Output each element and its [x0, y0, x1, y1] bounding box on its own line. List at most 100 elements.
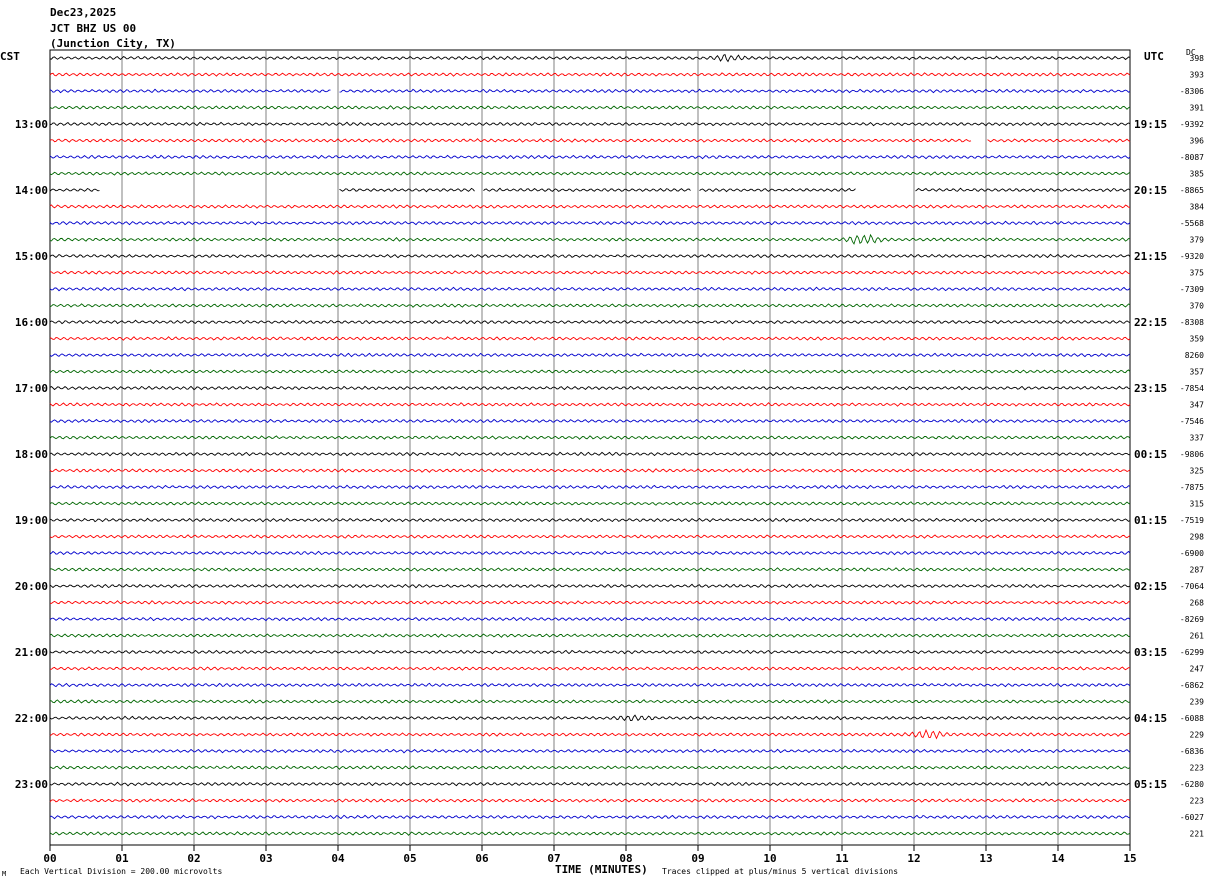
dc-value-row-6: -8087 [1180, 153, 1204, 162]
dc-value-row-13: 375 [1190, 269, 1205, 278]
x-tick-label-0: 00 [43, 852, 56, 865]
dc-value-row-31: 287 [1190, 566, 1205, 575]
dc-value-row-32: -7064 [1180, 582, 1204, 591]
trace-row-2 [49, 88, 1131, 94]
trace-row-25 [49, 468, 1131, 473]
dc-value-row-12: -9320 [1180, 252, 1204, 261]
trace-row-11 [49, 233, 1131, 245]
trace-row-27 [49, 501, 1131, 506]
dc-value-row-23: 337 [1190, 434, 1205, 443]
trace-row-5 [49, 138, 1131, 143]
left-hour-label-2: 15:00 [15, 250, 48, 263]
dc-value-row-45: 223 [1190, 797, 1205, 806]
dc-value-row-8: -8865 [1180, 186, 1204, 195]
trace-row-18 [49, 352, 1131, 358]
dc-value-row-24: -9806 [1180, 450, 1204, 459]
trace-row-1 [49, 72, 1131, 77]
dc-value-row-29: 298 [1190, 533, 1205, 542]
dc-value-row-1: 393 [1190, 71, 1205, 80]
trace-row-22 [49, 418, 1131, 424]
dc-value-row-11: 379 [1190, 236, 1205, 245]
trace-row-47 [49, 831, 1131, 836]
trace-row-39 [49, 699, 1131, 704]
footnote-mark: M [2, 870, 7, 878]
dc-value-row-38: -6862 [1180, 681, 1204, 690]
trace-row-43 [49, 765, 1131, 770]
plot-frame [49, 49, 1131, 846]
left-hour-label-5: 18:00 [15, 448, 48, 461]
trace-row-31 [49, 567, 1131, 572]
dc-value-row-37: 247 [1190, 665, 1205, 674]
right-timezone-label: UTC [1144, 50, 1164, 63]
trace-row-3 [49, 105, 1131, 110]
x-tick-label-15: 15 [1123, 852, 1136, 865]
x-tick-label-12: 12 [907, 852, 920, 865]
trace-row-44 [49, 781, 1131, 787]
trace-row-13 [49, 270, 1131, 275]
trace-row-26 [49, 484, 1131, 490]
x-tick-label-1: 01 [115, 852, 129, 865]
chart-date: Dec23,2025 [50, 6, 117, 19]
left-hour-label-8: 21:00 [15, 646, 48, 659]
dc-value-row-35: 261 [1190, 632, 1205, 641]
dc-value-row-44: -6280 [1180, 780, 1204, 789]
dc-value-row-7: 385 [1190, 170, 1205, 179]
dc-value-row-10: -5568 [1180, 219, 1204, 228]
x-tick-label-11: 11 [835, 852, 849, 865]
dc-value-row-17: 359 [1190, 335, 1205, 344]
left-hour-label-10: 23:00 [15, 778, 48, 791]
x-tick-label-8: 08 [619, 852, 632, 865]
dc-value-row-9: 384 [1190, 203, 1205, 212]
trace-row-28 [49, 517, 1131, 523]
trace-row-19 [49, 369, 1131, 374]
trace-row-20 [49, 385, 1131, 391]
trace-row-9 [49, 204, 1130, 209]
trace-row-35 [49, 633, 1131, 638]
trace-row-7 [49, 171, 1131, 176]
vertical-division-note: Each Vertical Division = 200.00 microvol… [20, 867, 223, 876]
x-tick-label-5: 05 [403, 852, 416, 865]
left-hour-label-4: 17:00 [15, 382, 48, 395]
dc-value-row-5: 396 [1190, 137, 1205, 146]
dc-value-row-46: -6027 [1180, 813, 1204, 822]
right-hour-label-9: 04:15 [1134, 712, 1167, 725]
clipping-note: Traces clipped at plus/minus 5 vertical … [662, 867, 899, 876]
left-hour-label-1: 14:00 [15, 184, 48, 197]
dc-value-row-4: -9392 [1180, 120, 1204, 129]
trace-row-40 [49, 714, 1131, 722]
trace-row-21 [49, 402, 1131, 407]
dc-value-row-22: -7546 [1180, 417, 1204, 426]
trace-row-37 [49, 666, 1130, 671]
dc-value-row-0: 398 [1190, 54, 1205, 63]
trace-row-32 [49, 583, 1131, 589]
x-tick-label-10: 10 [763, 852, 776, 865]
chart-header: Dec23,2025 JCT BHZ US 00 (Junction City,… [50, 5, 176, 52]
dc-value-row-3: 391 [1190, 104, 1205, 113]
x-tick-label-9: 09 [691, 852, 704, 865]
x-tick-label-3: 03 [259, 852, 272, 865]
trace-row-42 [49, 748, 1131, 754]
trace-row-33 [49, 600, 1131, 605]
right-hour-label-4: 23:15 [1134, 382, 1167, 395]
right-hour-label-7: 02:15 [1134, 580, 1167, 593]
dc-value-row-25: 325 [1190, 467, 1205, 476]
dc-value-row-42: -6836 [1180, 747, 1204, 756]
x-tick-label-13: 13 [979, 852, 992, 865]
trace-row-12 [49, 253, 1131, 259]
x-tick-label-6: 06 [475, 852, 489, 865]
left-hour-label-0: 13:00 [15, 118, 48, 131]
dc-value-row-39: 239 [1190, 698, 1205, 707]
trace-row-38 [49, 682, 1131, 688]
x-tick-label-2: 02 [187, 852, 200, 865]
dc-value-row-41: 229 [1190, 731, 1205, 740]
dc-value-row-18: 8260 [1185, 351, 1204, 360]
left-hour-label-7: 20:00 [15, 580, 48, 593]
trace-row-4 [49, 121, 1131, 127]
dc-value-row-20: -7854 [1180, 384, 1204, 393]
x-axis-title: TIME (MINUTES) [555, 863, 648, 876]
trace-row-45 [49, 798, 1131, 803]
trace-row-24 [49, 451, 1131, 457]
right-hour-label-5: 00:15 [1134, 448, 1167, 461]
dc-value-row-28: -7519 [1180, 516, 1204, 525]
trace-row-46 [49, 814, 1131, 820]
